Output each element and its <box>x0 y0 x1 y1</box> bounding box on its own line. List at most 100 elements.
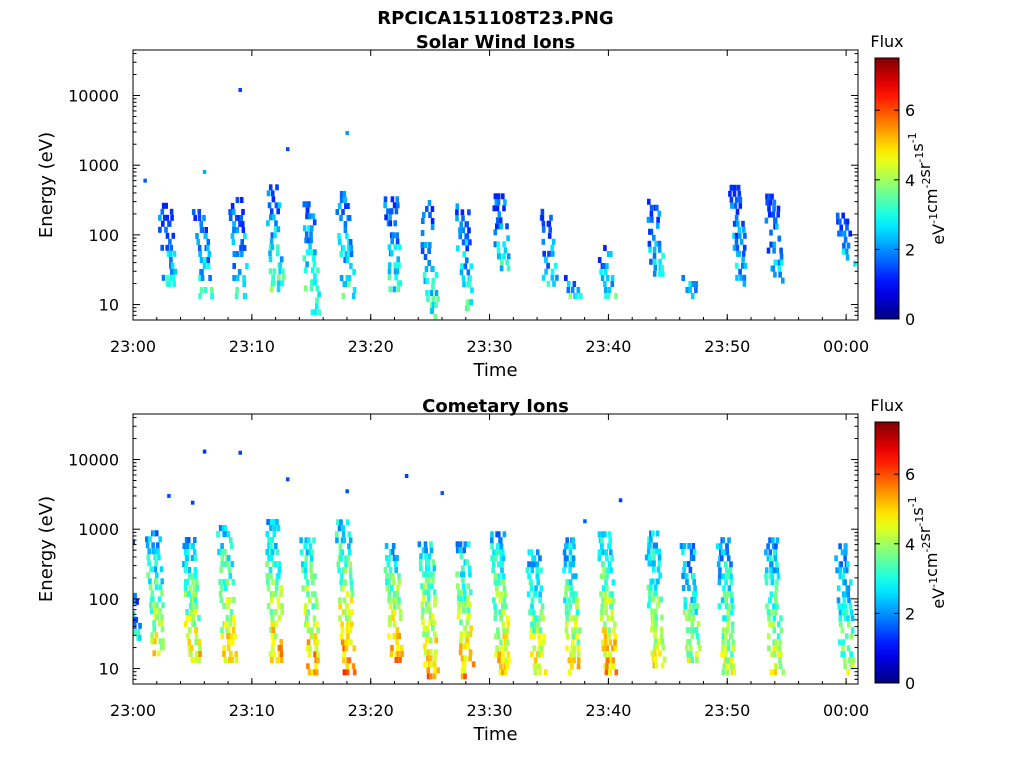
flux-cell <box>768 573 772 580</box>
flux-cell <box>505 627 509 634</box>
flux-cell <box>772 645 777 652</box>
flux-cell <box>493 229 498 236</box>
flux-cell <box>742 280 747 287</box>
flux-cell <box>686 651 690 657</box>
flux-cell <box>165 214 170 221</box>
flux-cell <box>732 232 736 239</box>
flux-cell <box>660 264 664 271</box>
flux-cell <box>433 601 437 608</box>
flux-cell <box>345 621 350 628</box>
colorbar-scale <box>874 57 900 320</box>
flux-cell <box>312 219 317 226</box>
flux-cell <box>429 661 434 668</box>
flux-cell <box>650 650 655 657</box>
flux-cell <box>534 585 538 592</box>
flux-cell <box>695 633 700 639</box>
flux-cell <box>652 246 657 253</box>
flux-cell <box>465 221 469 228</box>
flux-cell <box>158 214 162 221</box>
flux-cell <box>388 567 393 573</box>
flux-cell <box>461 577 465 584</box>
flux-cell <box>465 257 469 264</box>
flux-cell <box>767 211 772 218</box>
flux-cell <box>734 196 739 203</box>
flux-cell <box>690 633 695 639</box>
flux-cell <box>461 571 466 578</box>
flux-cell <box>613 645 618 652</box>
flux-cell <box>458 227 462 234</box>
flux-cell <box>420 248 425 254</box>
flux-cell <box>338 603 342 610</box>
flux-cell <box>540 214 545 221</box>
flux-cell <box>275 184 279 191</box>
spectrogram-cells <box>133 449 856 680</box>
flux-cell <box>265 531 270 537</box>
flux-cell <box>656 602 661 609</box>
flux-cell <box>535 549 540 556</box>
flux-cell <box>344 203 348 209</box>
flux-cell <box>776 211 780 218</box>
flux-cell <box>687 639 692 645</box>
flux-cell <box>385 585 390 591</box>
flux-cell <box>501 579 506 586</box>
flux-cell <box>725 663 729 670</box>
flux-cell <box>310 627 314 634</box>
flux-cell <box>204 227 208 233</box>
flux-cell <box>433 314 438 320</box>
flux-cell <box>552 280 556 287</box>
colorbar-title: Flux <box>870 32 903 51</box>
flux-cell <box>342 669 347 676</box>
flux-cell <box>601 645 606 652</box>
flux-cell <box>541 274 546 281</box>
flux-cell <box>460 667 465 674</box>
flux-cell <box>566 287 571 293</box>
flux-cell <box>268 250 272 257</box>
flux-cell <box>654 620 658 627</box>
flux-cell <box>691 281 695 287</box>
flux-cell <box>194 603 199 609</box>
flux-cell <box>842 591 846 598</box>
flux-cell <box>349 579 354 586</box>
flux-cell <box>505 223 509 230</box>
flux-cell <box>345 603 350 610</box>
flux-cell <box>493 241 498 248</box>
flux-cell <box>652 542 657 549</box>
flux-cell <box>308 549 312 556</box>
flux-cell <box>652 614 656 621</box>
flux-cell <box>203 287 208 293</box>
flux-cell <box>423 589 427 596</box>
flux-cell <box>652 566 656 573</box>
flux-cell <box>532 621 537 628</box>
flux-cell <box>681 275 685 281</box>
flux-cell <box>574 573 578 580</box>
panel-title: Cometary Ions <box>422 396 569 417</box>
flux-cell <box>772 567 777 574</box>
flux-cell <box>228 597 232 603</box>
flux-cell <box>738 268 742 275</box>
flux-cell <box>609 251 613 257</box>
flux-cell <box>571 537 575 544</box>
flux-cell <box>183 567 188 573</box>
flux-cell <box>349 263 353 269</box>
burst-15 <box>644 530 667 669</box>
flux-cell <box>195 579 199 585</box>
flux-cell <box>658 270 662 277</box>
flux-cell <box>396 202 400 209</box>
flux-cell <box>777 645 781 652</box>
flux-cell <box>725 627 730 634</box>
x-tick-label: 23:50 <box>704 337 750 356</box>
flux-cell <box>317 291 321 298</box>
flux-cell <box>427 200 432 206</box>
flux-cell <box>154 560 158 567</box>
flux-cell <box>300 549 304 556</box>
flux-cell <box>606 275 610 281</box>
flux-cell <box>607 287 612 293</box>
flux-cell <box>608 537 612 544</box>
flux-cell <box>779 259 784 266</box>
flux-cell <box>155 614 159 621</box>
flux-cell <box>341 293 346 299</box>
flux-cell <box>469 625 473 632</box>
flux-cell <box>771 211 776 218</box>
flux-cell <box>608 669 612 676</box>
flux-cell <box>422 631 426 638</box>
